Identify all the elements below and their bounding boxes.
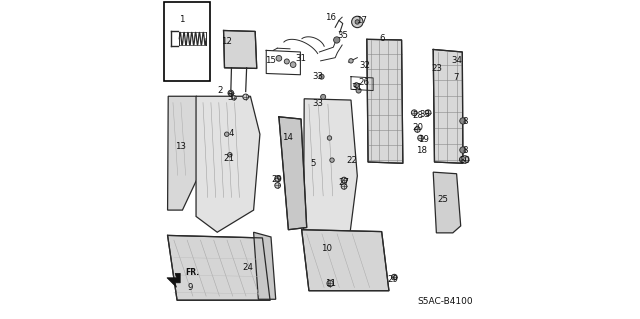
Text: 7: 7 — [453, 73, 459, 82]
Polygon shape — [196, 96, 260, 232]
Text: 27: 27 — [338, 178, 349, 187]
Text: 11: 11 — [324, 279, 335, 288]
Polygon shape — [223, 31, 257, 69]
Text: 14: 14 — [282, 133, 293, 143]
Polygon shape — [303, 99, 357, 233]
Circle shape — [327, 136, 332, 140]
Polygon shape — [367, 39, 403, 163]
Circle shape — [341, 177, 347, 183]
Circle shape — [355, 20, 360, 24]
Circle shape — [356, 88, 361, 93]
Text: 2: 2 — [217, 86, 223, 95]
Circle shape — [341, 183, 347, 189]
Circle shape — [333, 37, 340, 43]
Circle shape — [330, 158, 334, 162]
Text: 20: 20 — [412, 123, 423, 132]
Circle shape — [275, 182, 280, 188]
Text: 8: 8 — [462, 117, 468, 126]
Text: 16: 16 — [324, 13, 335, 22]
Text: 29: 29 — [387, 275, 398, 284]
Text: 25: 25 — [437, 195, 448, 204]
Circle shape — [228, 152, 232, 157]
Text: 34: 34 — [451, 56, 462, 65]
Text: 10: 10 — [321, 244, 332, 253]
Text: 29: 29 — [271, 174, 282, 184]
Circle shape — [275, 176, 280, 181]
Circle shape — [461, 156, 468, 163]
Text: 6: 6 — [379, 34, 385, 43]
Text: 32: 32 — [360, 61, 371, 70]
Circle shape — [243, 94, 248, 100]
Text: 30: 30 — [460, 156, 470, 165]
Bar — [164, 2, 210, 81]
Circle shape — [319, 74, 324, 79]
Circle shape — [291, 62, 296, 68]
Text: 19: 19 — [419, 135, 429, 145]
Circle shape — [418, 135, 424, 141]
Text: 18: 18 — [416, 146, 427, 155]
Circle shape — [392, 274, 397, 280]
Circle shape — [460, 147, 466, 153]
Text: 22: 22 — [347, 156, 358, 165]
Text: 23: 23 — [431, 64, 442, 73]
Circle shape — [276, 56, 282, 61]
Text: 31: 31 — [352, 83, 363, 92]
Text: 3: 3 — [228, 93, 233, 102]
Text: 1: 1 — [179, 15, 184, 24]
Text: FR.: FR. — [185, 268, 199, 277]
Polygon shape — [279, 117, 307, 230]
Polygon shape — [433, 172, 461, 233]
Circle shape — [354, 83, 359, 88]
Circle shape — [460, 157, 465, 162]
Polygon shape — [433, 49, 463, 163]
Text: 33: 33 — [312, 99, 323, 108]
Circle shape — [426, 110, 431, 115]
Text: 35: 35 — [337, 31, 348, 40]
Circle shape — [228, 90, 234, 96]
Text: 8: 8 — [462, 146, 468, 155]
Polygon shape — [301, 230, 389, 291]
Circle shape — [351, 16, 363, 28]
Text: S5AC-B4100: S5AC-B4100 — [417, 297, 473, 306]
Circle shape — [321, 94, 326, 100]
Text: 24: 24 — [243, 263, 253, 272]
Text: 15: 15 — [264, 56, 276, 65]
Circle shape — [284, 59, 289, 64]
Circle shape — [415, 127, 420, 132]
Circle shape — [225, 132, 229, 137]
Text: 21: 21 — [223, 154, 234, 163]
Text: 4: 4 — [228, 129, 234, 138]
Polygon shape — [168, 235, 270, 300]
Circle shape — [349, 59, 353, 63]
Circle shape — [232, 96, 236, 100]
Polygon shape — [167, 273, 180, 287]
Text: 13: 13 — [175, 142, 186, 151]
Text: 33: 33 — [419, 110, 431, 119]
Text: 33: 33 — [312, 72, 323, 81]
Text: 9: 9 — [187, 283, 193, 292]
Text: 17: 17 — [356, 16, 367, 25]
Circle shape — [327, 280, 333, 286]
Text: 31: 31 — [295, 55, 306, 63]
Text: 26: 26 — [358, 78, 369, 87]
Circle shape — [228, 92, 233, 96]
Polygon shape — [253, 232, 276, 299]
Circle shape — [460, 118, 466, 124]
Polygon shape — [168, 96, 202, 210]
Circle shape — [412, 110, 417, 115]
Text: 28: 28 — [412, 111, 423, 120]
Text: 12: 12 — [221, 37, 232, 46]
Text: 5: 5 — [310, 159, 316, 168]
